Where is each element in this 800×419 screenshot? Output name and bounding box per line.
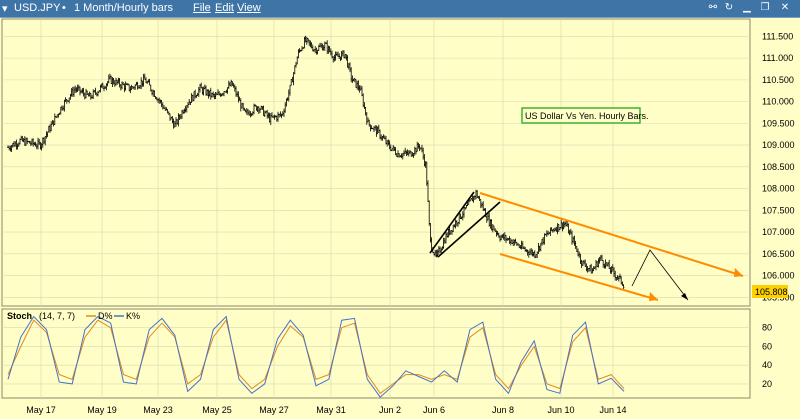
flag-line-upper [429, 191, 475, 254]
stoch-d-line [7, 319, 625, 395]
annotation-box[interactable] [521, 107, 641, 124]
flag-line-lower [437, 201, 501, 258]
time-tick-label: Jun 2 [379, 405, 401, 415]
last-price-label: 105.808 [755, 287, 788, 297]
timeframe-label[interactable]: 1 Month/Hourly bars [74, 2, 174, 14]
menu-view[interactable]: View [237, 2, 261, 14]
time-tick-label: May 31 [316, 405, 346, 415]
stoch-panel [1, 308, 751, 399]
price-tick-label: 106.500 [762, 249, 795, 259]
chart-menu-icon[interactable]: ▾ [2, 3, 8, 15]
channel-upper-line [479, 192, 744, 277]
time-tick-label: May 19 [87, 405, 117, 415]
price-tick-label: 109.500 [762, 118, 795, 128]
close-icon[interactable]: ✕ [780, 2, 790, 13]
menu-file[interactable]: File [193, 2, 211, 14]
price-panel [1, 18, 751, 307]
time-tick-label: May 17 [26, 405, 56, 415]
price-axis: 111.500 111.000 110.500 110.000 109.500 109.0… [762, 31, 795, 302]
price-tick-label: 111.000 [762, 53, 793, 63]
minimize-icon[interactable]: ▁ [743, 2, 751, 13]
price-tick-label: 107.500 [762, 205, 795, 215]
time-tick-label: May 25 [202, 405, 232, 415]
stoch-name[interactable]: Stoch [7, 311, 32, 321]
stoch-axis: 80 60 40 20 [762, 323, 772, 389]
price-bars [7, 35, 625, 290]
projection-arrowhead [681, 293, 688, 300]
last-price-badge [752, 285, 788, 298]
stoch-tick-label: 40 [762, 360, 772, 370]
channel-upper-arrowhead [734, 268, 743, 277]
refresh-icon[interactable]: ↻ [724, 2, 734, 13]
title-separator: • [62, 2, 66, 14]
price-tick-label: 106.000 [762, 271, 795, 281]
stoch-tick-label: 60 [762, 341, 772, 351]
channel-lower-line [499, 253, 659, 301]
channel-lower-arrowhead [649, 292, 658, 301]
time-axis: May 17 May 19 May 23 May 25 May 27 May 31 Jun … [26, 405, 626, 415]
price-tick-label: 108.000 [762, 184, 795, 194]
annotation-text: US Dollar Vs Yen. Hourly Bars. [525, 111, 649, 121]
time-tick-label: Jun 8 [492, 405, 514, 415]
time-tick-label: Jun 6 [423, 405, 445, 415]
stoch-params: (14, 7, 7) [39, 311, 75, 321]
title-underline [0, 17, 800, 18]
menu-edit[interactable]: Edit [215, 2, 234, 14]
price-tick-label: 107.000 [762, 227, 795, 237]
symbol-label[interactable]: USD.JPY [14, 2, 61, 14]
time-tick-label: May 23 [143, 405, 173, 415]
stoch-tick-label: 20 [762, 379, 772, 389]
restore-icon[interactable]: ❐ [760, 2, 770, 13]
price-tick-label: 110.500 [762, 75, 794, 85]
title-bar: ▾ USD.JPY • 1 Month/Hourly bars File Edi… [0, 0, 800, 17]
link-icon[interactable]: ⚯ [708, 2, 718, 13]
stoch-grid [2, 309, 750, 398]
price-tick-label: 111.500 [762, 31, 793, 41]
stoch-tick-label: 80 [762, 323, 772, 333]
stoch-lines [7, 315, 625, 398]
d-legend-label: D% [98, 311, 113, 321]
time-tick-label: Jun 14 [599, 405, 626, 415]
price-tick-label: 110.000 [762, 97, 794, 107]
price-tick-label: 108.500 [762, 162, 795, 172]
stoch-k-line [7, 315, 625, 398]
projection-path [631, 249, 689, 301]
time-tick-label: Jun 10 [547, 405, 574, 415]
time-tick-label: May 27 [259, 405, 289, 415]
price-tick-label: 109.000 [762, 140, 795, 150]
k-legend-label: K% [126, 311, 140, 321]
